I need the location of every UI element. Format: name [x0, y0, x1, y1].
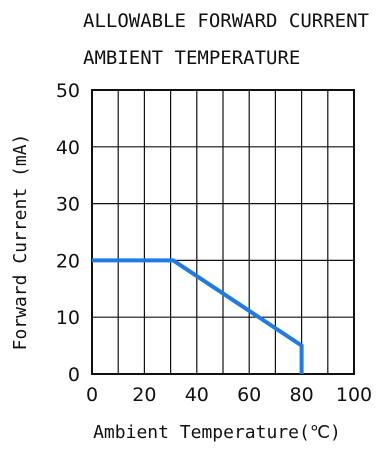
x-tick-label: 20	[132, 384, 156, 406]
y-tick-label: 0	[68, 364, 80, 386]
x-tick-label: 60	[237, 384, 261, 406]
x-tick-label: 40	[185, 384, 209, 406]
x-tick-label: 100	[336, 384, 372, 406]
x-tick-label: 0	[86, 384, 98, 406]
series-group	[92, 258, 304, 374]
y-tick-label: 20	[56, 250, 80, 272]
x-tick-labels: 0 20 40 60 80 100	[86, 384, 372, 406]
x-tick-label: 80	[290, 384, 314, 406]
plot-frame	[91, 89, 355, 375]
chart-title-line-1: ALLOWABLE FORWARD CURRENT	[83, 10, 369, 32]
series-line	[92, 258, 304, 374]
chart-title-line-2: AMBIENT TEMPERATURE	[83, 47, 301, 69]
grid	[92, 90, 354, 374]
x-axis-label: Ambient Temperature(℃)	[93, 422, 341, 443]
y-tick-label: 40	[56, 137, 80, 159]
y-tick-label: 50	[56, 80, 80, 102]
y-tick-label: 10	[56, 307, 80, 329]
y-axis-label: Forward Current (mA)	[10, 134, 31, 351]
y-tick-labels: 0 10 20 30 40 50	[56, 80, 80, 386]
y-tick-label: 30	[56, 194, 80, 216]
